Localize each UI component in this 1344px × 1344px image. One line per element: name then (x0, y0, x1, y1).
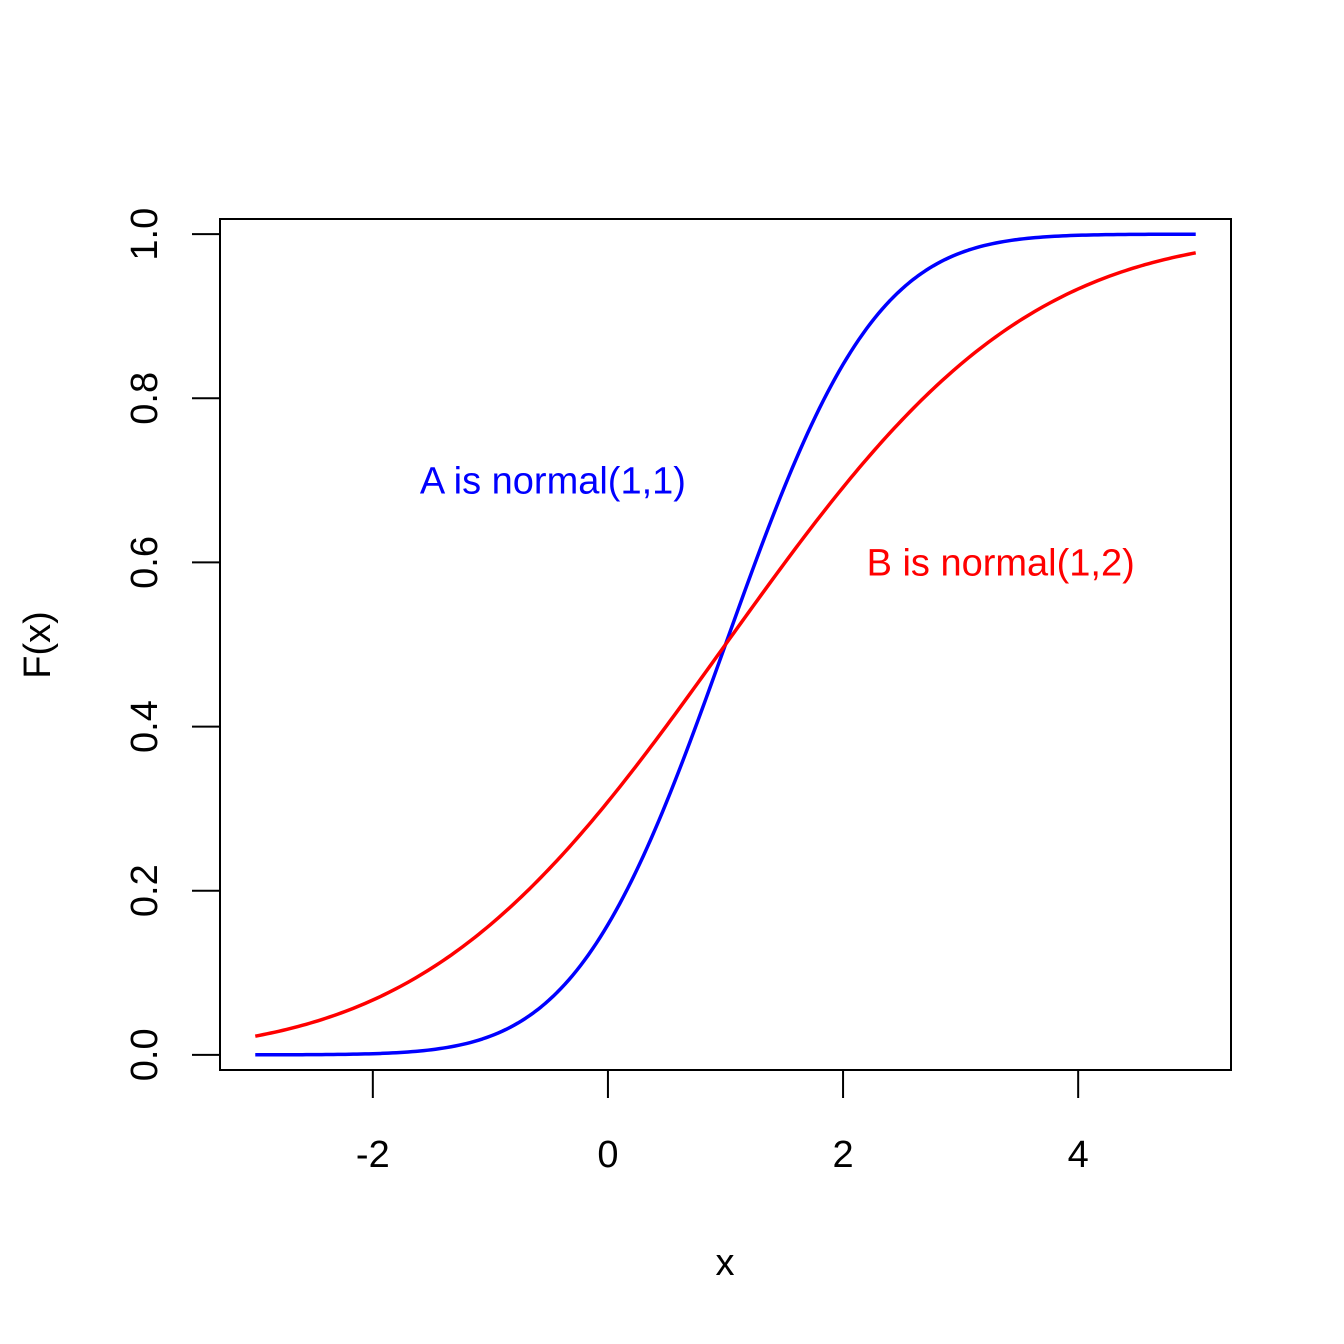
y-tick-label: 1.0 (124, 208, 166, 261)
x-axis: -2 0 2 4 (356, 1069, 1089, 1176)
y-tick-label: 0.4 (124, 700, 166, 753)
annotation-1: B is normal(1,2) (867, 542, 1135, 584)
x-tick-label: 2 (832, 1134, 853, 1176)
series-layer (254, 232, 1197, 1057)
x-tick-label: 4 (1068, 1134, 1089, 1176)
annotation-layer: A is normal(1,1) B is normal(1,2) (420, 460, 1135, 584)
y-axis-label: F(x) (17, 611, 59, 679)
x-tick-label: 0 (597, 1134, 618, 1176)
y-axis: 0.0 0.2 0.4 0.6 0.8 1.0 (124, 208, 221, 1081)
x-axis-label: x (716, 1242, 735, 1284)
annotation-0: A is normal(1,1) (420, 460, 686, 502)
y-tick-label: 0.2 (124, 864, 166, 917)
x-tick-label: -2 (356, 1134, 390, 1176)
y-tick-label: 0.0 (124, 1028, 166, 1081)
y-tick-label: 0.6 (124, 536, 166, 589)
series-line-1 (254, 251, 1197, 1038)
y-tick-label: 0.8 (124, 372, 166, 425)
